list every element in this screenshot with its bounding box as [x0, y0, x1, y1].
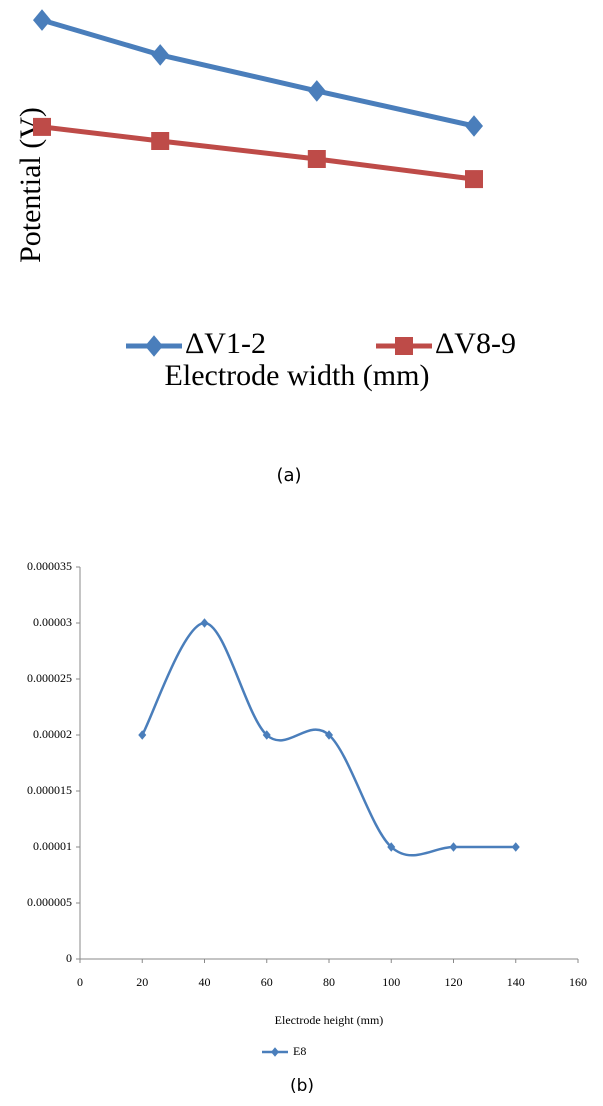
- y-tick-label: 0.000005: [27, 895, 72, 909]
- x-axis-label: Electrode height (mm): [275, 1013, 384, 1027]
- y-tick-label: 0.000035: [27, 559, 72, 573]
- caption: (b): [290, 1076, 314, 1096]
- marker: [262, 730, 271, 740]
- legend-marker: [395, 337, 413, 355]
- x-tick-label: 100: [382, 975, 400, 989]
- y-tick-label: 0.00002: [33, 727, 72, 741]
- series-line: [41, 124, 475, 182]
- x-axis-label: Electrode width (mm): [165, 359, 430, 392]
- caption: (a): [276, 465, 301, 486]
- x-tick-label: 20: [136, 975, 148, 989]
- marker: [33, 117, 51, 136]
- y-tick-label: 0.00003: [33, 615, 72, 629]
- x-tick-label: 160: [569, 975, 587, 989]
- x-tick-label: 40: [199, 975, 211, 989]
- marker: [387, 842, 396, 852]
- x-tick-label: 140: [507, 975, 525, 989]
- marker: [465, 115, 483, 137]
- marker: [325, 730, 333, 740]
- marker: [307, 80, 326, 102]
- y-tick-label: 0.000025: [27, 671, 72, 685]
- marker: [465, 170, 483, 189]
- marker: [33, 9, 51, 31]
- marker: [200, 618, 209, 628]
- legend-label: ΔV1-2: [185, 327, 266, 360]
- marker: [307, 150, 326, 168]
- x-tick-label: 60: [261, 975, 273, 989]
- legend-marker: [271, 1047, 279, 1057]
- y-tick-label: 0.000015: [27, 783, 72, 797]
- series-line: [41, 17, 475, 129]
- legend-label: ΔV8-9: [435, 327, 516, 360]
- x-tick-label: 0: [77, 975, 83, 989]
- marker: [511, 842, 520, 852]
- marker: [151, 44, 170, 66]
- y-tick-label: 0.00001: [33, 839, 72, 853]
- x-tick-label: 80: [323, 975, 335, 989]
- marker: [449, 842, 458, 852]
- y-tick-label: 0: [66, 951, 72, 965]
- marker: [138, 730, 147, 740]
- x-tick-label: 120: [445, 975, 463, 989]
- legend-label: E8: [293, 1044, 306, 1058]
- marker: [151, 132, 170, 150]
- legend-marker: [145, 335, 163, 357]
